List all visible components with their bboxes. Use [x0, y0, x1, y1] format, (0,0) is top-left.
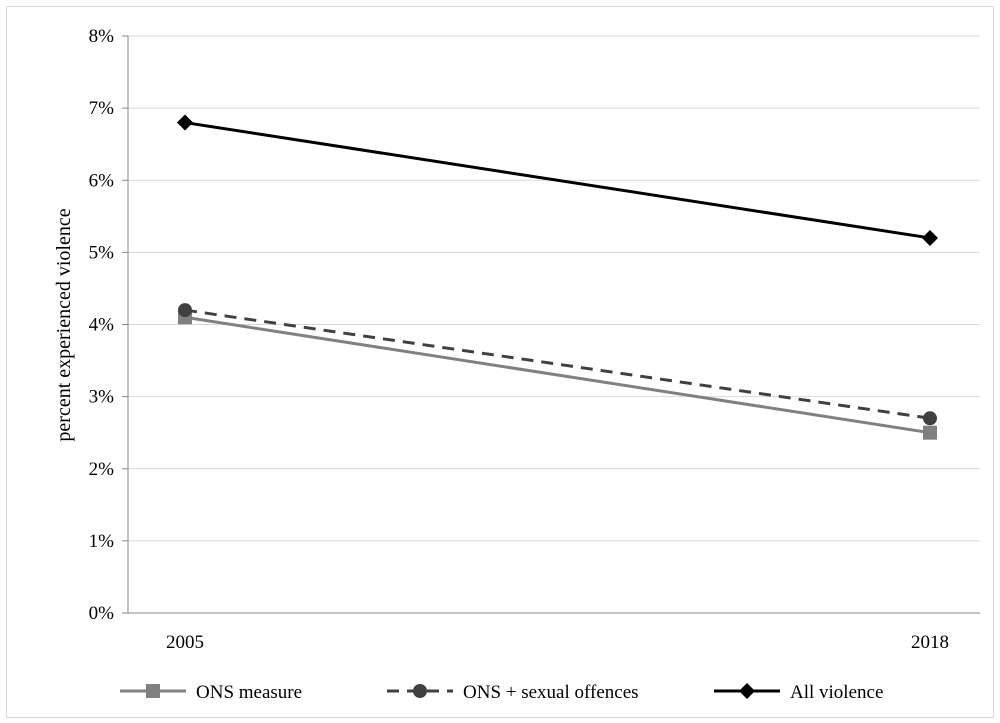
circle-marker — [178, 303, 192, 318]
series-line — [184, 308, 931, 420]
y-tick-label: 5% — [89, 242, 115, 263]
chart-frame — [6, 6, 994, 718]
legend: ONS measure ONS + sexual offences All viol… — [120, 682, 883, 703]
legend-label: ONS measure — [196, 682, 302, 703]
series-line — [184, 121, 931, 240]
x-tick-label: 2018 — [911, 632, 949, 653]
gridlines — [128, 35, 980, 542]
circle-marker — [923, 411, 937, 426]
y-tick-label: 8% — [89, 26, 115, 47]
circle-marker — [413, 684, 427, 698]
diamond-marker — [739, 683, 755, 699]
y-tick-label: 4% — [89, 315, 115, 336]
y-tick-label: 1% — [89, 531, 115, 552]
x-tick-label: 2005 — [166, 632, 204, 653]
y-axis-title: percent experienced violence — [53, 208, 75, 441]
y-tick-label: 0% — [89, 603, 115, 624]
y-tick-label: 6% — [89, 170, 115, 191]
legend-label: All violence — [790, 682, 883, 703]
series-line — [184, 315, 931, 435]
diamond-marker — [177, 114, 193, 131]
legend-label: ONS + sexual offences — [463, 682, 639, 703]
y-tick-label: 3% — [89, 387, 115, 408]
series-lines — [177, 114, 938, 440]
y-tick-label: 2% — [89, 459, 115, 480]
axes: 0% 1% 2% 3% 4% 5% 6% 7% 8% 2005 2018 — [89, 26, 980, 653]
square-marker — [923, 425, 937, 440]
square-marker — [146, 684, 160, 698]
diamond-marker — [922, 229, 938, 246]
y-tick-label: 7% — [89, 98, 115, 119]
